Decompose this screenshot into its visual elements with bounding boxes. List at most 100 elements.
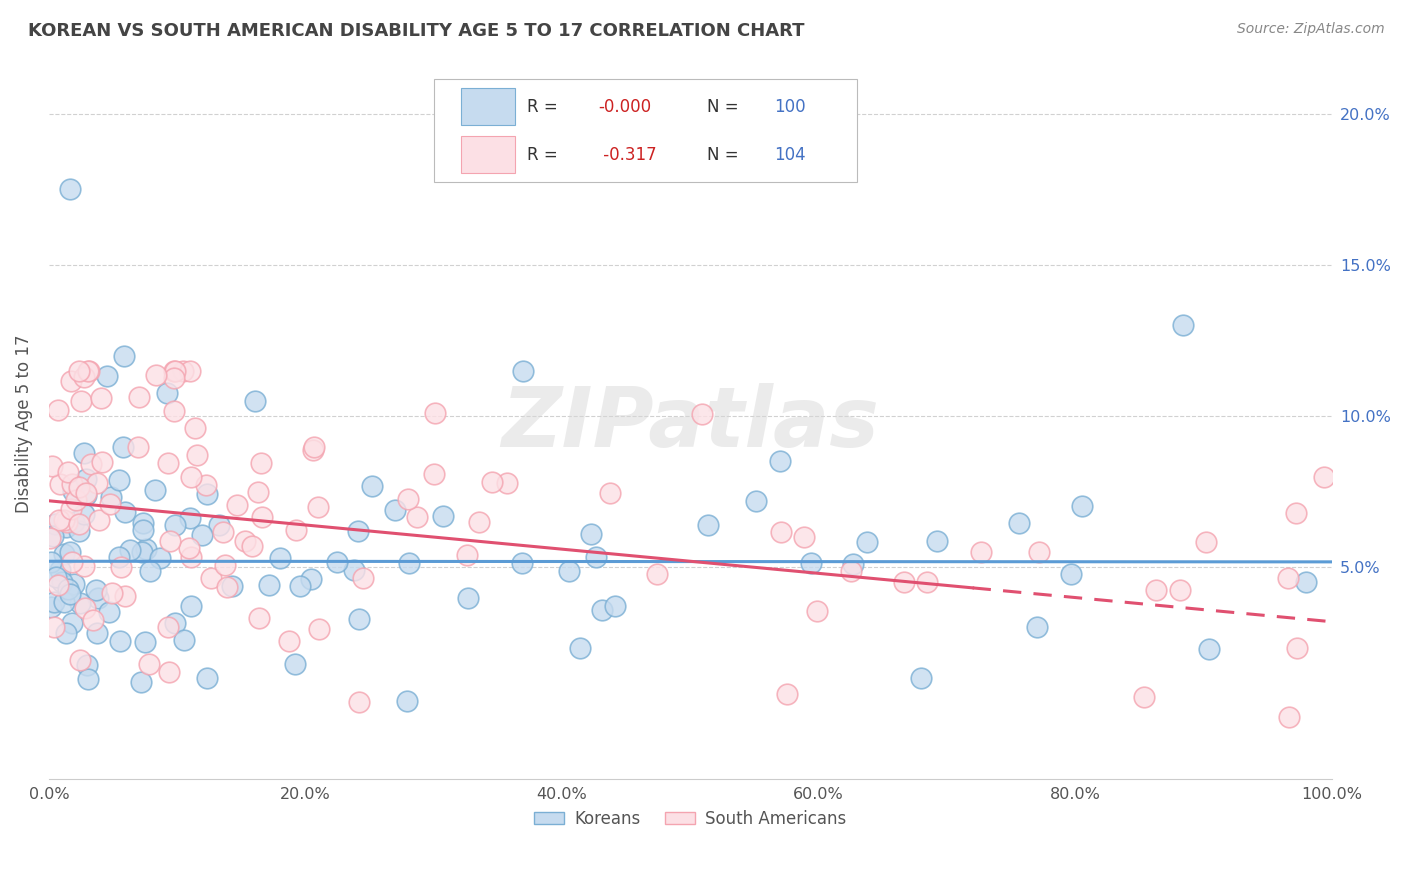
- Point: [1133, 690, 1156, 704]
- Point: [1144, 582, 1167, 597]
- Point: [910, 671, 932, 685]
- Point: [89, 513, 111, 527]
- Point: [226, 498, 249, 512]
- Point: [269, 551, 291, 566]
- Point: [128, 391, 150, 405]
- Point: [59, 374, 82, 388]
- Point: [214, 558, 236, 572]
- Point: [129, 674, 152, 689]
- Point: [46, 403, 69, 417]
- Point: [603, 599, 626, 613]
- Point: [39, 531, 62, 545]
- Point: [173, 364, 195, 378]
- Point: [131, 523, 153, 537]
- Point: [120, 542, 142, 557]
- Point: [343, 563, 366, 577]
- Point: [72, 370, 94, 384]
- Point: [84, 582, 107, 597]
- Point: [156, 386, 179, 401]
- Point: [101, 585, 124, 599]
- Point: [360, 479, 382, 493]
- Point: [212, 525, 235, 540]
- Point: [1277, 571, 1299, 585]
- Legend: Koreans, South Americans: Koreans, South Americans: [527, 803, 853, 835]
- Point: [585, 550, 607, 565]
- Point: [157, 456, 180, 470]
- Point: [67, 517, 90, 532]
- Point: [114, 590, 136, 604]
- Point: [326, 555, 349, 569]
- Point: [839, 564, 862, 578]
- Point: [75, 488, 97, 502]
- Point: [745, 493, 768, 508]
- Point: [60, 477, 83, 491]
- Point: [191, 528, 214, 542]
- Point: [384, 502, 406, 516]
- Point: [207, 518, 229, 533]
- Point: [1028, 545, 1050, 559]
- Point: [59, 182, 82, 196]
- Point: [127, 440, 149, 454]
- Point: [67, 364, 90, 378]
- Point: [1026, 619, 1049, 633]
- Point: [77, 364, 100, 378]
- Point: [893, 575, 915, 590]
- Point: [396, 491, 419, 506]
- Text: -0.000: -0.000: [598, 98, 651, 116]
- Point: [108, 634, 131, 648]
- Point: [173, 633, 195, 648]
- Point: [39, 599, 62, 614]
- Point: [855, 535, 877, 549]
- Point: [59, 545, 82, 559]
- Point: [86, 625, 108, 640]
- Point: [775, 687, 797, 701]
- Point: [58, 587, 80, 601]
- Point: [80, 458, 103, 472]
- Point: [432, 509, 454, 524]
- Point: [1312, 470, 1334, 484]
- Point: [247, 485, 270, 500]
- Point: [1195, 535, 1218, 549]
- Point: [60, 555, 83, 569]
- Point: [165, 517, 187, 532]
- Point: [76, 657, 98, 672]
- Point: [806, 604, 828, 618]
- Point: [1168, 583, 1191, 598]
- Point: [769, 453, 792, 467]
- Point: [599, 486, 621, 500]
- Point: [39, 555, 62, 569]
- Point: [163, 371, 186, 385]
- Point: [75, 486, 97, 500]
- Point: [915, 575, 938, 590]
- Point: [200, 570, 222, 584]
- Point: [110, 559, 132, 574]
- Text: R =: R =: [527, 145, 564, 163]
- FancyBboxPatch shape: [461, 88, 515, 125]
- Point: [53, 547, 76, 561]
- Text: -0.317: -0.317: [598, 145, 657, 163]
- Point: [179, 510, 201, 524]
- Point: [86, 591, 108, 605]
- Point: [1071, 500, 1094, 514]
- Point: [177, 541, 200, 556]
- Point: [180, 599, 202, 613]
- Point: [41, 528, 63, 542]
- Point: [135, 541, 157, 556]
- Y-axis label: Disability Age 5 to 17: Disability Age 5 to 17: [15, 334, 32, 513]
- Point: [63, 577, 86, 591]
- Point: [67, 479, 90, 493]
- Point: [308, 623, 330, 637]
- Point: [925, 533, 948, 548]
- Point: [645, 566, 668, 581]
- Point: [82, 613, 104, 627]
- Point: [100, 490, 122, 504]
- Point: [512, 364, 534, 378]
- Point: [72, 558, 94, 573]
- Point: [138, 657, 160, 671]
- Point: [46, 578, 69, 592]
- Point: [793, 530, 815, 544]
- Point: [396, 694, 419, 708]
- Point: [1278, 709, 1301, 723]
- Point: [52, 595, 75, 609]
- Point: [112, 349, 135, 363]
